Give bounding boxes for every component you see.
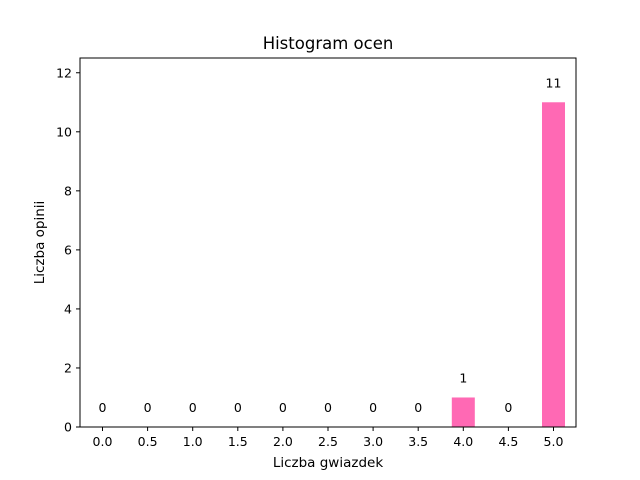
x-tick-label: 4.5 bbox=[498, 434, 518, 449]
plot-area-frame bbox=[79, 57, 577, 428]
bars-group bbox=[451, 102, 565, 427]
x-tick-label: 4.0 bbox=[453, 434, 473, 449]
x-tick-label: 3.0 bbox=[363, 434, 383, 449]
bar-5.0 bbox=[542, 102, 565, 427]
y-axis-ticks: 0 2 4 6 8 10 12 bbox=[56, 65, 80, 435]
x-tick-label: 1.5 bbox=[228, 434, 248, 449]
x-tick-label: 2.0 bbox=[273, 434, 293, 449]
y-tick-label: 6 bbox=[64, 242, 72, 257]
y-tick-label: 4 bbox=[64, 301, 72, 316]
y-tick-label: 8 bbox=[64, 183, 72, 198]
y-tick-label: 2 bbox=[64, 360, 72, 375]
x-tick-label: 0.0 bbox=[93, 434, 113, 449]
chart-title: Histogram ocen bbox=[263, 34, 394, 53]
data-labels-group: 0 0 0 0 0 0 0 0 1 0 11 bbox=[99, 75, 562, 415]
data-label-3.5: 0 bbox=[414, 400, 422, 415]
data-label-3.0: 0 bbox=[369, 400, 377, 415]
data-label-0.0: 0 bbox=[99, 400, 107, 415]
x-tick-label: 2.5 bbox=[318, 434, 338, 449]
data-label-2.5: 0 bbox=[324, 400, 332, 415]
x-tick-label: 3.5 bbox=[408, 434, 428, 449]
data-label-2.0: 0 bbox=[279, 400, 287, 415]
data-label-0.5: 0 bbox=[144, 400, 152, 415]
x-tick-label: 1.0 bbox=[183, 434, 203, 449]
y-tick-label: 12 bbox=[56, 65, 72, 80]
y-axis-label: Liczba opinii bbox=[32, 201, 48, 285]
x-axis-label: Liczba gwiazdek bbox=[273, 455, 384, 471]
data-label-4.0: 1 bbox=[459, 370, 467, 385]
data-label-1.5: 0 bbox=[234, 400, 242, 415]
x-axis-ticks: 0.0 0.5 1.0 1.5 2.0 2.5 3.0 3.5 4.0 4.5 5.0 bbox=[93, 427, 564, 449]
y-tick-label: 0 bbox=[64, 420, 72, 435]
data-label-5.0: 11 bbox=[546, 75, 562, 90]
x-tick-label: 5.0 bbox=[544, 434, 564, 449]
y-tick-label: 10 bbox=[56, 124, 72, 139]
data-label-1.0: 0 bbox=[189, 400, 197, 415]
x-tick-label: 0.5 bbox=[138, 434, 158, 449]
data-label-4.5: 0 bbox=[504, 400, 512, 415]
bar-4.0 bbox=[451, 397, 475, 427]
